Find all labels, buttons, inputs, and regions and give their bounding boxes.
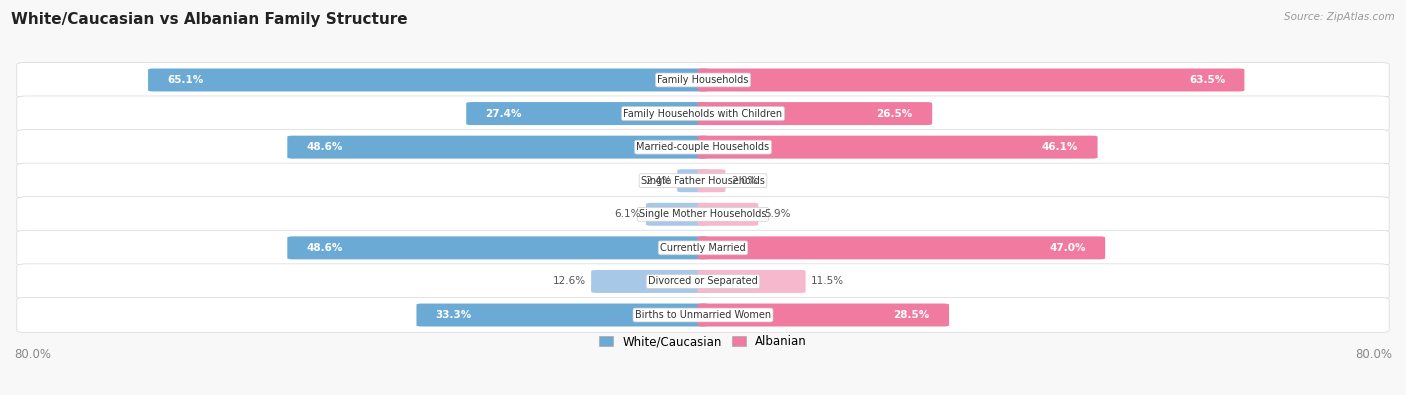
Text: 65.1%: 65.1% bbox=[167, 75, 204, 85]
FancyBboxPatch shape bbox=[645, 203, 709, 226]
FancyBboxPatch shape bbox=[697, 236, 1105, 260]
Text: Family Households: Family Households bbox=[658, 75, 748, 85]
Text: 5.9%: 5.9% bbox=[763, 209, 790, 219]
Text: 11.5%: 11.5% bbox=[811, 276, 844, 286]
FancyBboxPatch shape bbox=[148, 68, 709, 92]
Text: 80.0%: 80.0% bbox=[14, 348, 51, 361]
FancyBboxPatch shape bbox=[17, 130, 1389, 165]
Text: Married-couple Households: Married-couple Households bbox=[637, 142, 769, 152]
FancyBboxPatch shape bbox=[697, 102, 932, 125]
FancyBboxPatch shape bbox=[697, 303, 949, 327]
Text: 48.6%: 48.6% bbox=[307, 243, 343, 253]
Text: 6.1%: 6.1% bbox=[614, 209, 641, 219]
Text: 80.0%: 80.0% bbox=[1355, 348, 1392, 361]
FancyBboxPatch shape bbox=[697, 270, 806, 293]
Text: 63.5%: 63.5% bbox=[1189, 75, 1225, 85]
FancyBboxPatch shape bbox=[697, 135, 1098, 159]
FancyBboxPatch shape bbox=[591, 270, 709, 293]
FancyBboxPatch shape bbox=[416, 303, 709, 327]
Text: Family Households with Children: Family Households with Children bbox=[623, 109, 783, 118]
FancyBboxPatch shape bbox=[17, 297, 1389, 333]
FancyBboxPatch shape bbox=[17, 230, 1389, 265]
FancyBboxPatch shape bbox=[467, 102, 709, 125]
FancyBboxPatch shape bbox=[697, 203, 758, 226]
Text: 48.6%: 48.6% bbox=[307, 142, 343, 152]
Text: 12.6%: 12.6% bbox=[553, 276, 586, 286]
Text: Births to Unmarried Women: Births to Unmarried Women bbox=[636, 310, 770, 320]
FancyBboxPatch shape bbox=[17, 264, 1389, 299]
FancyBboxPatch shape bbox=[697, 169, 725, 192]
FancyBboxPatch shape bbox=[697, 68, 1244, 92]
Legend: White/Caucasian, Albanian: White/Caucasian, Albanian bbox=[595, 330, 811, 353]
FancyBboxPatch shape bbox=[17, 96, 1389, 131]
FancyBboxPatch shape bbox=[17, 197, 1389, 232]
Text: 28.5%: 28.5% bbox=[893, 310, 929, 320]
Text: Source: ZipAtlas.com: Source: ZipAtlas.com bbox=[1284, 12, 1395, 22]
Text: 26.5%: 26.5% bbox=[876, 109, 912, 118]
Text: 46.1%: 46.1% bbox=[1042, 142, 1078, 152]
FancyBboxPatch shape bbox=[678, 169, 709, 192]
FancyBboxPatch shape bbox=[287, 236, 709, 260]
Text: Divorced or Separated: Divorced or Separated bbox=[648, 276, 758, 286]
FancyBboxPatch shape bbox=[287, 135, 709, 159]
Text: 27.4%: 27.4% bbox=[485, 109, 522, 118]
FancyBboxPatch shape bbox=[17, 62, 1389, 98]
Text: White/Caucasian vs Albanian Family Structure: White/Caucasian vs Albanian Family Struc… bbox=[11, 12, 408, 27]
Text: 2.4%: 2.4% bbox=[645, 176, 672, 186]
Text: 47.0%: 47.0% bbox=[1049, 243, 1085, 253]
Text: Single Father Households: Single Father Households bbox=[641, 176, 765, 186]
Text: 33.3%: 33.3% bbox=[436, 310, 472, 320]
Text: Currently Married: Currently Married bbox=[661, 243, 745, 253]
Text: Single Mother Households: Single Mother Households bbox=[640, 209, 766, 219]
Text: 2.0%: 2.0% bbox=[731, 176, 758, 186]
FancyBboxPatch shape bbox=[17, 163, 1389, 198]
